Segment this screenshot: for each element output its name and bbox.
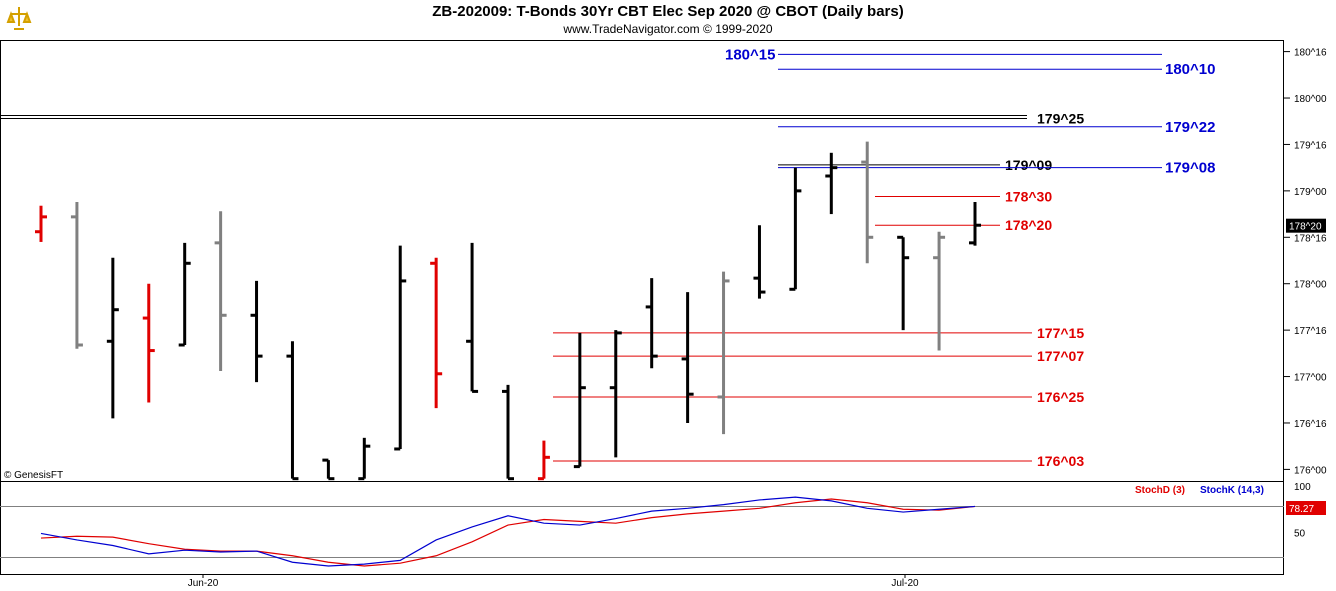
- ohlc-bar: [358, 437, 371, 481]
- ohlc-bar: [537, 440, 550, 481]
- ohlc-bar: [897, 235, 910, 331]
- stoch-series-line: [40, 496, 976, 567]
- ohlc-bar: [969, 202, 981, 246]
- ohlc-bar: [717, 271, 730, 435]
- ohlc-bar: [106, 257, 119, 419]
- ohlc-bar: [250, 280, 263, 383]
- ohlc-bar: [825, 152, 838, 215]
- ohlc-bar: [861, 141, 874, 264]
- stoch-last-box: [1286, 501, 1326, 515]
- level-label: 178^30: [1005, 188, 1052, 204]
- price-tick-label: 180^00: [1294, 94, 1327, 105]
- level-label: 180^10: [1165, 61, 1215, 78]
- ohlc-bar: [502, 384, 514, 481]
- ohlc-bar: [573, 332, 586, 469]
- ohlc-bar: [35, 205, 47, 242]
- price-tick-label: 176^00: [1294, 465, 1327, 476]
- chart-subtitle: www.TradeNavigator.com © 1999-2020: [563, 22, 773, 36]
- price-tick-label: 180^16: [1294, 48, 1327, 59]
- price-tick-label: 178^00: [1294, 280, 1327, 291]
- level-label: 180^15: [725, 46, 775, 63]
- ohlc-bars: [35, 141, 981, 481]
- stochastic-panel: StochD (3) StochK (14,3) 100 50 78.27 © Genes…: [4, 470, 1326, 567]
- last-price-box: [1286, 218, 1326, 233]
- plot-border: [0, 40, 1284, 575]
- level-label: 176^25: [1037, 389, 1084, 405]
- level-label: 179^22: [1165, 119, 1215, 136]
- level-label: 177^07: [1037, 348, 1084, 364]
- level-label: 177^15: [1037, 325, 1084, 341]
- ohlc-bar: [394, 245, 407, 451]
- legend-stochd: StochD (3): [1135, 485, 1185, 496]
- ohlc-bar: [214, 211, 227, 371]
- price-axis: 176^00 176^16 177^00 177^16 178^00 178^16 179^…: [1284, 48, 1327, 476]
- stoch-tick-label: 50: [1294, 529, 1306, 540]
- ohlc-bar: [430, 257, 443, 409]
- ohlc-bar: [789, 167, 802, 291]
- legend-stochk: StochK (14,3): [1200, 485, 1264, 496]
- stoch-series-line: [40, 498, 976, 567]
- ohlc-bar: [466, 242, 479, 393]
- level-label: 179^08: [1165, 160, 1215, 177]
- time-axis: Jun-20 Jul-20: [188, 574, 919, 589]
- ohlc-bar: [322, 458, 335, 481]
- level-lines: 180^15 180^10 179^25 179^22 179^09 179^08 178^…: [0, 46, 1215, 469]
- price-tick-label: 179^00: [1294, 187, 1327, 198]
- ohlc-bar: [645, 278, 658, 369]
- ohlc-bar: [142, 283, 155, 403]
- ohlc-bar: [933, 231, 946, 351]
- level-label: 178^20: [1005, 217, 1052, 233]
- ohlc-bar: [70, 202, 83, 349]
- level-label: 179^09: [1005, 157, 1052, 173]
- price-tick-label: 177^00: [1294, 373, 1327, 384]
- ohlc-bar: [286, 341, 299, 481]
- price-tick-label: 179^16: [1294, 140, 1327, 151]
- ohlc-bar: [753, 225, 766, 299]
- level-label: 176^03: [1037, 453, 1084, 469]
- stoch-last-label: 78.27: [1289, 504, 1314, 515]
- price-tick-label: 178^16: [1294, 233, 1327, 244]
- ohlc-bar: [178, 242, 191, 347]
- chart-title: ZB-202009: T-Bonds 30Yr CBT Elec Sep 202…: [432, 3, 904, 20]
- time-tick-label: Jul-20: [891, 578, 919, 589]
- last-price-label: 178^20: [1289, 222, 1322, 233]
- price-tick-label: 176^16: [1294, 419, 1327, 430]
- level-label: 179^25: [1037, 110, 1084, 126]
- stoch-tick-label: 100: [1294, 482, 1311, 493]
- chart-frame: [0, 40, 1284, 575]
- copyright-label: © GenesisFT: [4, 470, 63, 481]
- ohlc-bar: [681, 292, 694, 423]
- time-tick-label: Jun-20: [188, 578, 219, 589]
- logo-icon: [6, 6, 32, 32]
- price-tick-label: 177^16: [1294, 326, 1327, 337]
- ohlc-bar: [609, 330, 622, 458]
